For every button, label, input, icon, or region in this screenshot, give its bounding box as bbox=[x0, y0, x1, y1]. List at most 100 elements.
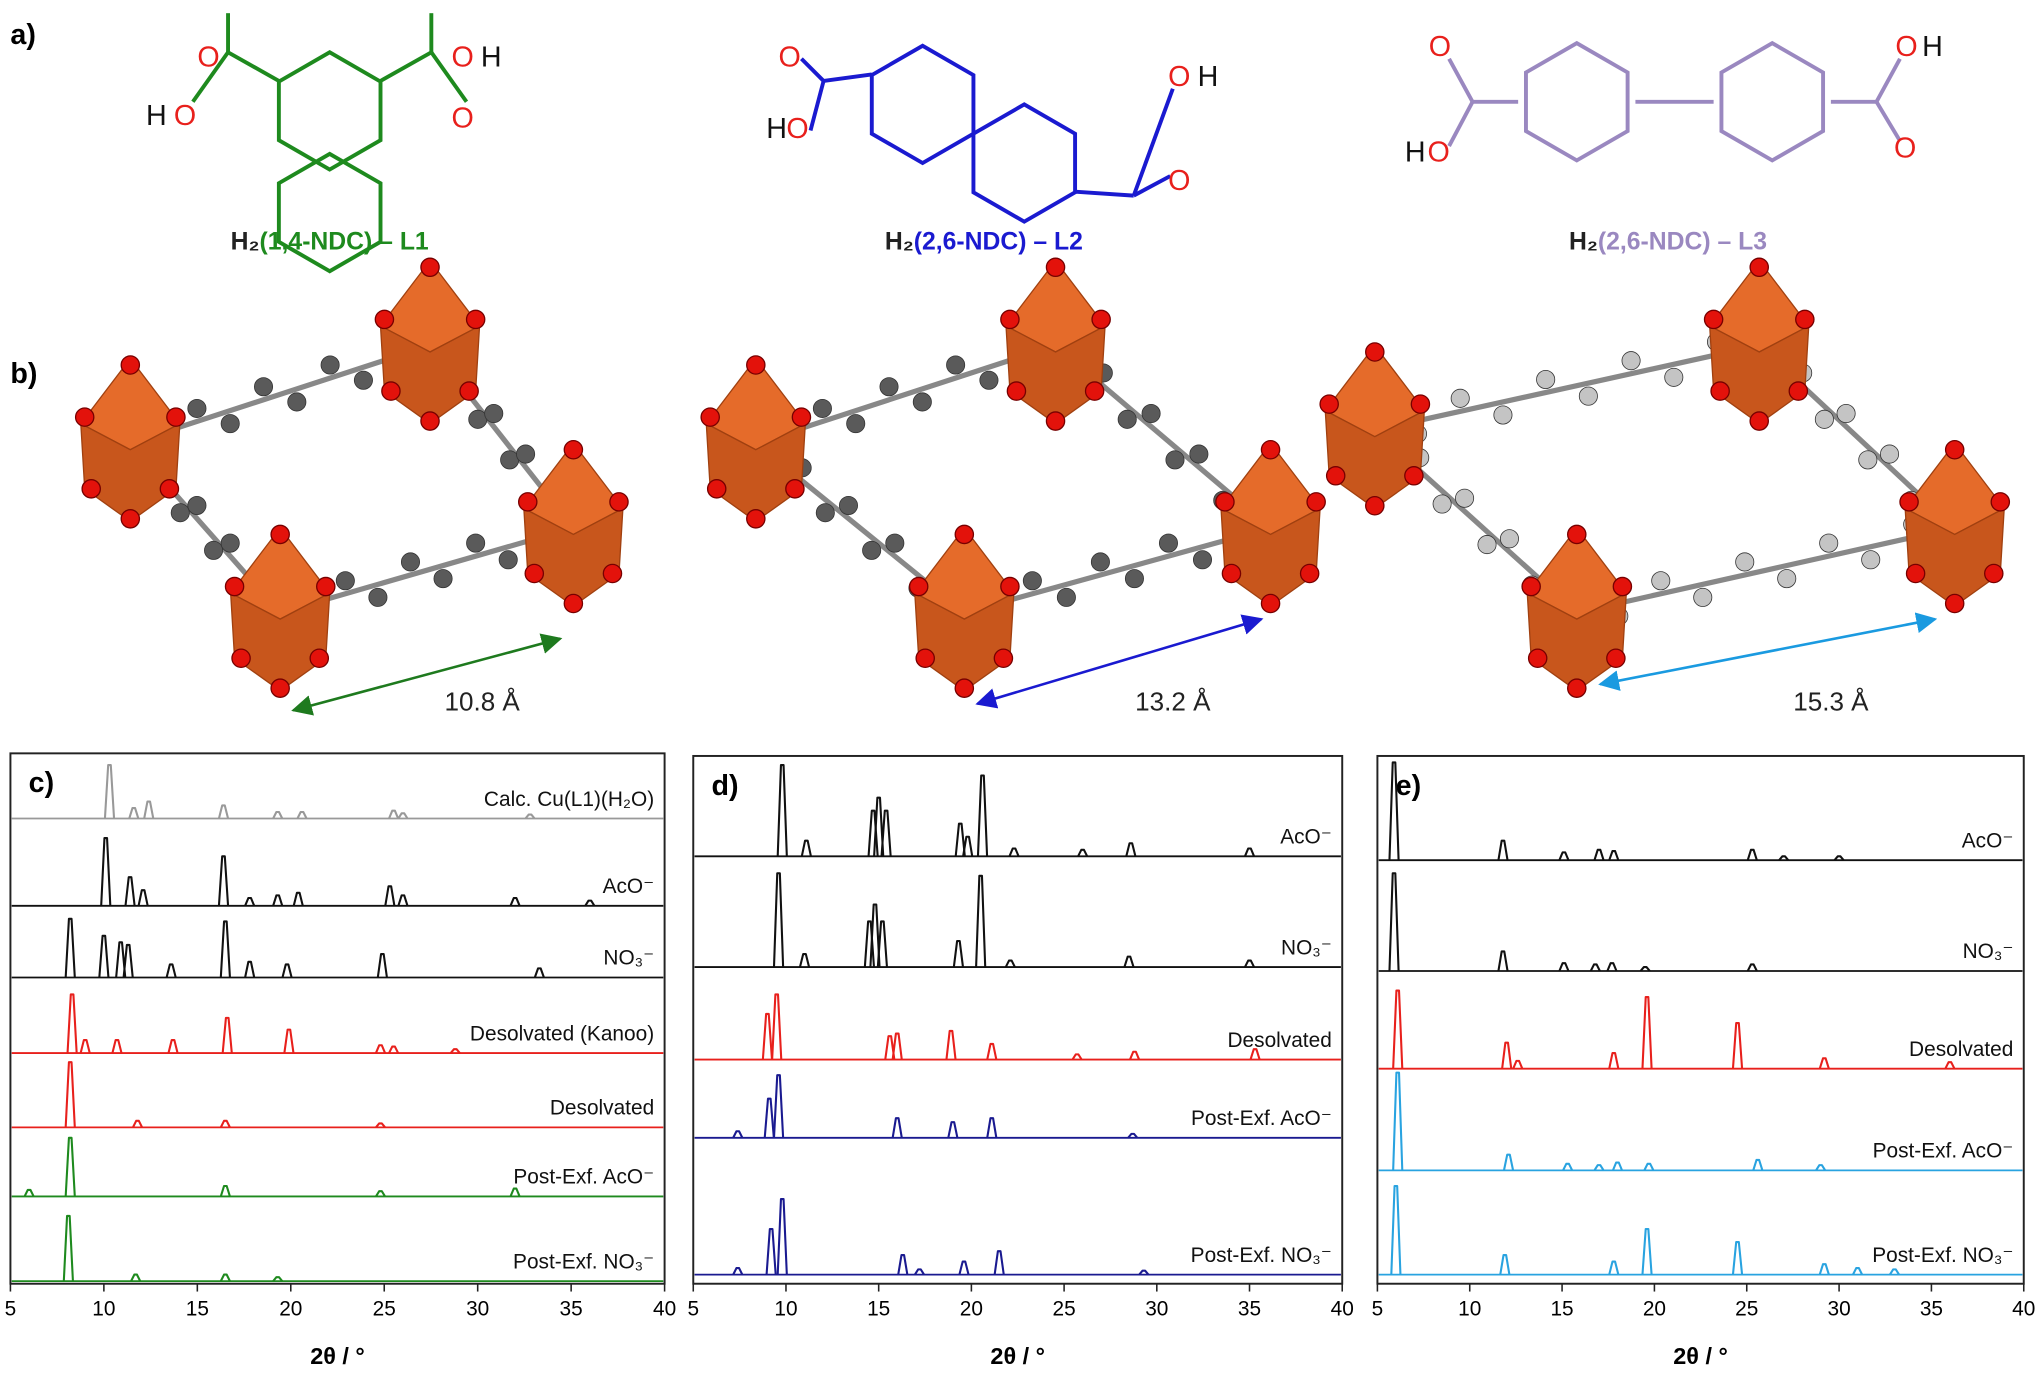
oxygen bbox=[908, 576, 929, 597]
diffraction-peak bbox=[272, 1276, 284, 1282]
diffraction-peak bbox=[1243, 847, 1256, 857]
oxygen bbox=[1365, 342, 1385, 362]
diffraction-peak bbox=[1071, 1053, 1083, 1061]
distance-label: 15.3 Å bbox=[1793, 687, 1869, 717]
oxygen bbox=[746, 355, 766, 375]
atom bbox=[1450, 388, 1470, 408]
atom bbox=[1056, 587, 1076, 607]
diffraction-peak bbox=[1593, 1164, 1605, 1171]
bond bbox=[1447, 100, 1475, 148]
diffraction-peak bbox=[130, 1273, 142, 1282]
diffraction-peak bbox=[1606, 962, 1618, 972]
diffraction-peak bbox=[217, 804, 230, 819]
atom bbox=[879, 377, 899, 397]
series-label: NO₃⁻ bbox=[1963, 940, 2014, 963]
diffraction-peak bbox=[800, 839, 812, 857]
diffraction-peak bbox=[388, 809, 400, 819]
atom bbox=[400, 552, 420, 572]
atom bbox=[320, 355, 340, 375]
atom bbox=[1022, 571, 1042, 591]
oxygen bbox=[1899, 492, 1919, 512]
atom bbox=[500, 450, 520, 470]
diffraction-peak bbox=[1643, 1162, 1655, 1171]
diffraction-peak bbox=[1608, 1052, 1620, 1069]
oxygen bbox=[1521, 576, 1541, 597]
oxygen bbox=[1006, 381, 1027, 401]
x-tick-label: 20 bbox=[279, 1297, 302, 1320]
diffraction-peak bbox=[986, 1042, 998, 1060]
ligand-name: (2,6-NDC) – L3 bbox=[1598, 228, 1767, 255]
atom bbox=[812, 398, 832, 418]
diffraction-peak bbox=[1818, 1057, 1830, 1070]
diffraction-peak bbox=[122, 943, 134, 978]
oxygen bbox=[563, 439, 584, 460]
diffraction-peak bbox=[1497, 950, 1509, 972]
atom bbox=[433, 569, 453, 589]
atom bbox=[187, 495, 207, 515]
diffraction-peak bbox=[219, 920, 231, 978]
diffraction-peak bbox=[772, 872, 785, 968]
atom bbox=[1814, 409, 1834, 429]
diffraction-peak bbox=[732, 1267, 744, 1276]
atom bbox=[1836, 404, 1856, 424]
x-tick-label: 25 bbox=[373, 1297, 396, 1320]
oxygen bbox=[1710, 381, 1730, 401]
atom-label: O bbox=[1895, 31, 1917, 63]
diffraction-peak bbox=[1125, 842, 1137, 857]
diffraction-peak bbox=[244, 960, 256, 978]
x-tick-label: 10 bbox=[774, 1297, 797, 1320]
diffraction-peak bbox=[509, 896, 521, 907]
diffraction-peak bbox=[374, 1044, 387, 1054]
diffraction-peak bbox=[1641, 995, 1653, 1069]
oxygen bbox=[1990, 492, 2011, 512]
diffraction-peak bbox=[1558, 851, 1570, 861]
diffraction-peak bbox=[584, 899, 596, 907]
oxygen bbox=[954, 524, 975, 545]
diffraction-peak bbox=[1392, 1071, 1404, 1171]
diffraction-peak bbox=[79, 1038, 91, 1054]
x-tick-label: 5 bbox=[5, 1297, 17, 1320]
diffraction-peak bbox=[1889, 1268, 1900, 1276]
atom bbox=[1493, 405, 1513, 425]
diffraction-peak bbox=[1512, 1059, 1524, 1070]
x-tick-label: 20 bbox=[960, 1297, 983, 1320]
diffraction-peak bbox=[776, 764, 788, 857]
atom bbox=[466, 533, 486, 553]
diffraction-peak bbox=[873, 796, 885, 857]
x-tick-label: 25 bbox=[1735, 1297, 1758, 1320]
diffraction-peak bbox=[1004, 959, 1016, 968]
diffraction-peak bbox=[897, 1254, 909, 1275]
bond bbox=[1874, 100, 1902, 142]
diffraction-peak bbox=[884, 1035, 896, 1060]
atom bbox=[1621, 351, 1641, 371]
x-axis-label: 2θ / ° bbox=[1673, 1343, 1728, 1369]
atom bbox=[885, 533, 905, 553]
atom bbox=[1189, 444, 1209, 464]
atom bbox=[846, 414, 866, 434]
series-label: AcO⁻ bbox=[1280, 826, 1332, 849]
oxygen bbox=[224, 576, 245, 597]
series-label: Desolvated bbox=[1909, 1038, 2013, 1061]
bond bbox=[227, 50, 280, 83]
diffraction-peak bbox=[376, 952, 388, 978]
diffraction-peak bbox=[1611, 1161, 1624, 1171]
oxygen bbox=[1703, 309, 1724, 330]
oxygen bbox=[1749, 411, 1769, 431]
diffraction-peak bbox=[124, 876, 136, 906]
diffraction-peak bbox=[1944, 1061, 1956, 1070]
ligand-formula: H₂ bbox=[885, 228, 914, 255]
diffraction-peak bbox=[1833, 855, 1845, 861]
oxygen bbox=[602, 563, 623, 584]
distance-arrow bbox=[975, 614, 1264, 709]
diffraction-peak bbox=[1502, 1153, 1515, 1171]
diffraction-peak bbox=[1497, 839, 1509, 861]
plot-frame bbox=[1376, 754, 2025, 1285]
diffraction-peak bbox=[1818, 1263, 1830, 1275]
atom bbox=[1141, 404, 1161, 424]
diffraction-peak bbox=[772, 1074, 785, 1138]
diffraction-peak bbox=[954, 822, 966, 857]
oxygen bbox=[1260, 439, 1281, 460]
diffraction-peak bbox=[115, 941, 127, 978]
diffraction-peak bbox=[111, 1038, 123, 1054]
